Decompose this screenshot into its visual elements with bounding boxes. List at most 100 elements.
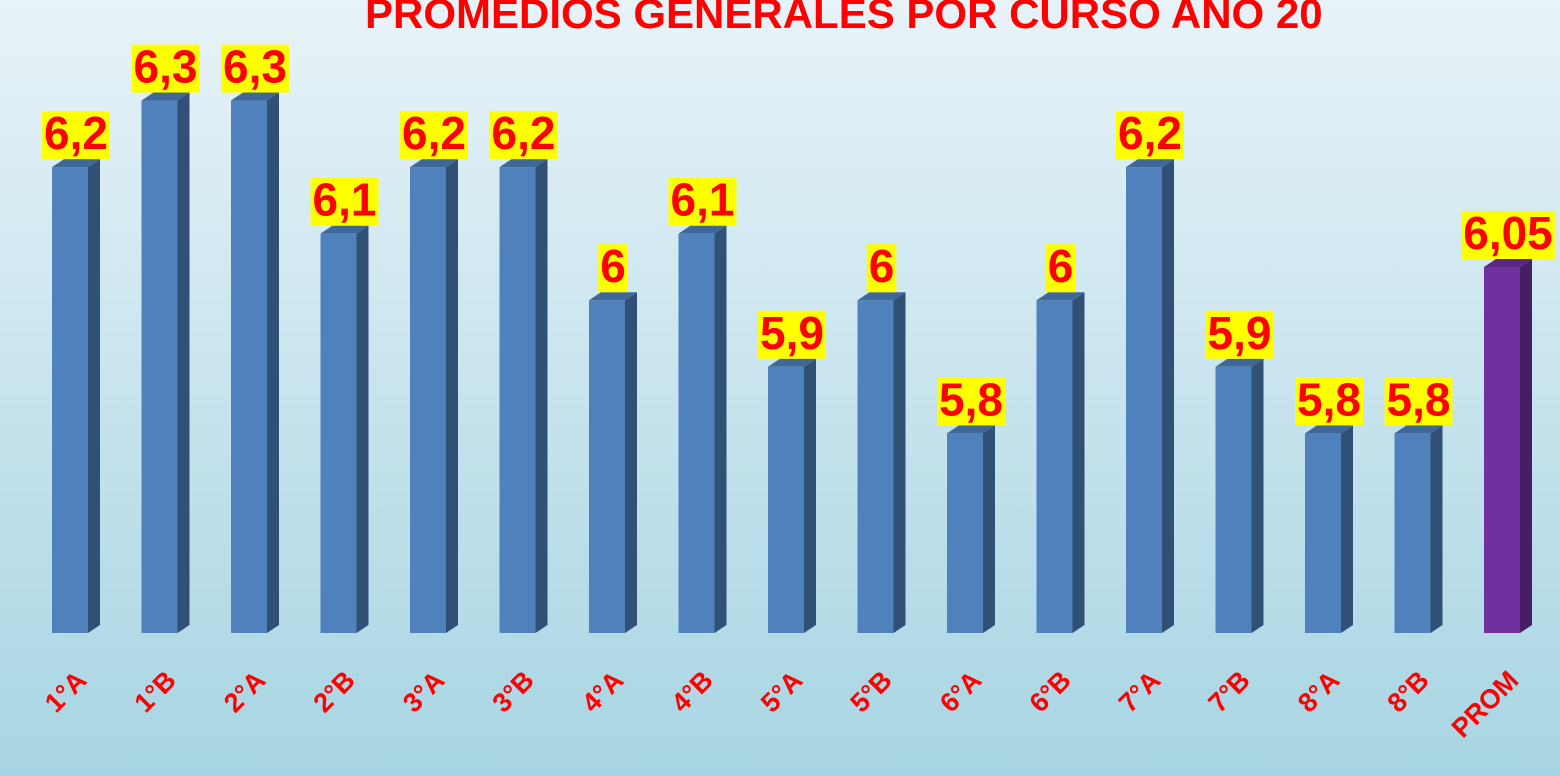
bar-side — [535, 159, 548, 633]
bar — [499, 159, 548, 633]
value-label-group: 6 — [598, 240, 628, 293]
bar — [768, 358, 816, 633]
bar-front — [231, 100, 267, 634]
value-label-bg — [937, 377, 1005, 426]
value-label: 5,9 — [1208, 307, 1272, 359]
bar-top — [410, 159, 458, 168]
value-label: 6,2 — [44, 107, 108, 159]
bar-top — [1036, 292, 1085, 301]
value-label-bg — [1045, 244, 1076, 293]
bar-front — [678, 233, 715, 633]
bar-side — [804, 358, 816, 633]
value-label-bg — [400, 111, 468, 160]
bar-side — [893, 292, 906, 633]
bar-side — [1520, 258, 1532, 633]
bar-top — [678, 225, 727, 234]
value-label-group: 6 — [1045, 240, 1076, 293]
value-label: 6,2 — [492, 107, 556, 159]
value-label: 6,2 — [402, 107, 466, 159]
value-label-group: 5,9 — [758, 307, 826, 359]
value-label-group: 6 — [866, 240, 897, 293]
bar-top — [1215, 358, 1264, 367]
bar-front — [410, 167, 446, 633]
bar-side — [1162, 159, 1174, 633]
bar-front — [1126, 167, 1162, 633]
bar-front — [499, 167, 536, 633]
value-label: 6,1 — [313, 174, 377, 226]
bar-top — [1305, 425, 1353, 434]
bar — [231, 92, 279, 634]
value-label-bg — [758, 310, 826, 359]
bar — [678, 225, 727, 633]
bar-front — [947, 433, 983, 633]
value-label-bg — [1384, 377, 1453, 426]
value-label-group: 6,05 — [1461, 207, 1555, 259]
value-label: 6,3 — [134, 41, 198, 93]
value-label: 6 — [1048, 240, 1074, 292]
value-label-bg — [1116, 111, 1184, 160]
value-label: 5,8 — [1387, 373, 1451, 425]
bar-front — [1215, 366, 1252, 633]
value-label: 5,8 — [1297, 373, 1361, 425]
bar — [1126, 159, 1174, 633]
value-label-bg — [1295, 377, 1363, 426]
bar-side — [177, 92, 190, 634]
value-label-group: 6,2 — [42, 107, 110, 160]
bar — [1305, 425, 1353, 633]
value-label-group: 6,3 — [221, 41, 289, 93]
value-label-bg — [42, 111, 110, 160]
bar-front — [320, 233, 357, 633]
bar-side — [356, 225, 369, 633]
bar — [1036, 292, 1085, 633]
bar — [1394, 425, 1443, 633]
value-label-group: 6,3 — [131, 41, 200, 93]
bar-top — [768, 358, 816, 367]
value-label: 6 — [600, 240, 626, 292]
bar — [52, 159, 100, 633]
bar-front — [857, 300, 894, 633]
bar — [141, 92, 190, 634]
bar-side — [88, 159, 100, 633]
value-label-group: 6,2 — [400, 107, 468, 160]
bar-top — [1484, 258, 1532, 267]
bar-top — [231, 92, 279, 101]
bar-front — [1484, 266, 1520, 633]
value-label-group: 6,1 — [668, 174, 737, 226]
value-label-group: 5,8 — [937, 373, 1005, 426]
bar-front — [52, 167, 88, 633]
value-label-bg — [1461, 210, 1555, 259]
bar-side — [1430, 425, 1443, 633]
value-label-bg — [221, 44, 289, 93]
bar-top — [320, 225, 369, 234]
bar-top — [589, 292, 637, 301]
value-label-bg — [866, 244, 897, 293]
value-label-group: 5,9 — [1205, 307, 1274, 359]
bar — [410, 159, 458, 633]
bar-side — [983, 425, 995, 633]
value-label-bg — [1205, 310, 1274, 359]
bar-side — [1251, 358, 1264, 633]
value-label-group: 5,8 — [1384, 373, 1453, 426]
bar — [857, 292, 906, 633]
bar-side — [446, 159, 458, 633]
chart-title: PROMEDIOS GENERALES POR CURSO AÑO 20 — [365, 0, 1323, 37]
bar-top — [947, 425, 995, 434]
bar — [947, 425, 995, 633]
value-label: 6,2 — [1118, 107, 1182, 159]
value-label: 6,1 — [671, 174, 735, 226]
bar — [589, 292, 637, 633]
value-label-bg — [131, 44, 200, 93]
value-label-bg — [489, 111, 558, 160]
bar-front — [141, 100, 178, 634]
bar-side — [1341, 425, 1353, 633]
bar-side — [625, 292, 637, 633]
bar — [1484, 258, 1532, 633]
bar-top — [141, 92, 190, 101]
bar — [1215, 358, 1264, 633]
bar-front — [1394, 433, 1431, 633]
value-label-group: 6,1 — [310, 174, 379, 226]
value-label-group: 5,8 — [1295, 373, 1363, 426]
bar — [320, 225, 369, 633]
